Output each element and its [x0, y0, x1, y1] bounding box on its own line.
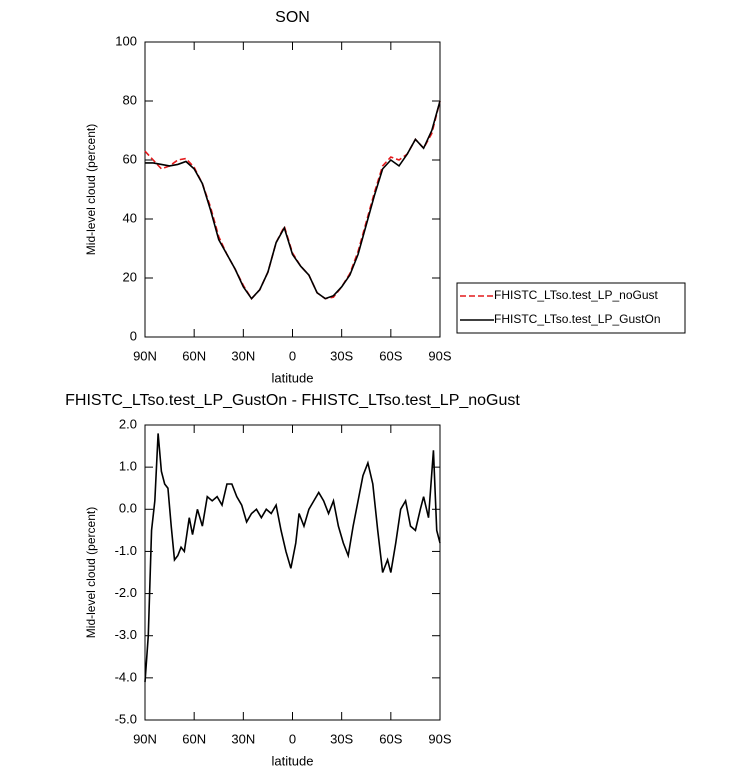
x-tick-label: 30S	[330, 348, 353, 363]
x-axis-label: latitude	[272, 753, 314, 768]
y-tick-label: 1.0	[119, 459, 137, 474]
y-tick-label: 60	[123, 151, 137, 166]
x-tick-label: 0	[289, 731, 296, 746]
legend-label: FHISTC_LTso.test_LP_noGust	[494, 288, 659, 302]
y-axis-label: Mid-level cloud (percent)	[84, 507, 98, 638]
y-tick-label: -3.0	[115, 627, 137, 642]
x-axis-label: latitude	[272, 370, 314, 385]
y-tick-label: -2.0	[115, 585, 137, 600]
legend-label: FHISTC_LTso.test_LP_GustOn	[494, 312, 661, 326]
y-tick-label: 0.0	[119, 501, 137, 516]
x-tick-label: 30S	[330, 731, 353, 746]
x-tick-label: 90S	[428, 731, 451, 746]
data-line	[144, 433, 441, 683]
x-tick-label: 30N	[231, 731, 255, 746]
x-tick-label: 90N	[133, 348, 157, 363]
y-axis-label: Mid-level cloud (percent)	[84, 124, 98, 255]
plot-frame	[144, 424, 441, 721]
x-tick-label: 90N	[133, 731, 157, 746]
x-tick-label: 60S	[379, 348, 402, 363]
x-tick-label: 0	[289, 348, 296, 363]
x-tick-label: 60N	[182, 348, 206, 363]
x-tick-label: 60S	[379, 731, 402, 746]
y-tick-label: 100	[115, 33, 137, 48]
y-tick-label: -4.0	[115, 669, 137, 684]
data-line	[145, 100, 441, 300]
y-tick-label: 40	[123, 210, 137, 225]
y-tick-label: 0	[130, 328, 137, 343]
chart-title: SON	[275, 9, 310, 26]
plot-frame	[144, 41, 441, 338]
data-line	[144, 100, 441, 300]
chart-title: FHISTC_LTso.test_LP_GustOn - FHISTC_LTso…	[65, 392, 520, 409]
y-tick-label: 80	[123, 92, 137, 107]
x-tick-label: 60N	[182, 731, 206, 746]
y-tick-label: 2.0	[119, 416, 137, 431]
y-tick-label: 20	[123, 269, 137, 284]
y-tick-label: -5.0	[115, 711, 137, 726]
legend-box	[456, 282, 686, 334]
y-tick-label: -1.0	[115, 543, 137, 558]
x-tick-label: 30N	[231, 348, 255, 363]
x-tick-label: 90S	[428, 348, 451, 363]
